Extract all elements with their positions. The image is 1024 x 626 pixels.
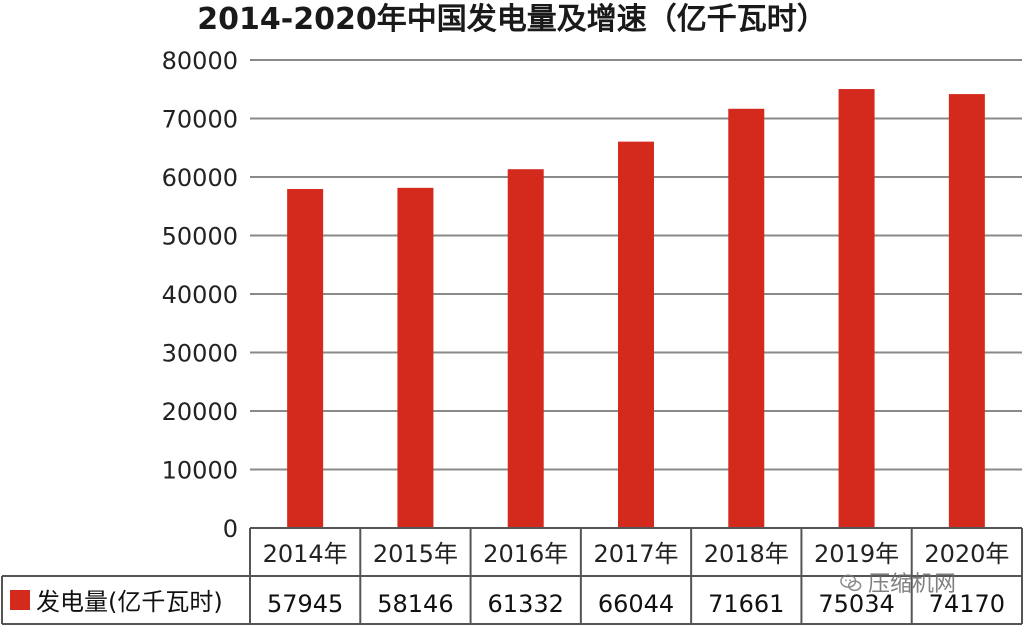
watermark-text: 压缩机网 (868, 572, 957, 597)
value-label: 58146 (377, 590, 453, 618)
bar (728, 108, 765, 529)
legend-key (10, 590, 30, 610)
y-tick-label: 70000 (162, 106, 238, 134)
y-axis-ticks: 0 10000 20000 30000 40000 50000 60000 70000 8000… (162, 47, 238, 543)
bar (948, 94, 985, 528)
chart-title: 2014-2020年中国发电量及增速（亿千瓦时） (197, 2, 827, 37)
category-label: 2014年 (263, 540, 348, 568)
y-tick-label: 30000 (162, 340, 238, 368)
y-tick-label: 40000 (162, 281, 238, 309)
category-label: 2016年 (483, 540, 568, 568)
y-tick-label: 80000 (162, 47, 238, 75)
data-table: 2014年 2015年 2016年 2017年 2018年 2019年 2020年 57945… (1, 527, 1023, 625)
wechat-icon (840, 574, 862, 592)
bars (287, 89, 985, 529)
value-label: 74170 (929, 590, 1005, 618)
category-label: 2018年 (704, 540, 789, 568)
y-tick-label: 10000 (162, 457, 238, 485)
value-label: 61332 (488, 590, 564, 618)
bar (287, 189, 324, 529)
y-tick-label: 50000 (162, 223, 238, 251)
y-tick-label: 0 (223, 515, 238, 543)
bar (507, 169, 544, 528)
value-label: 57945 (267, 590, 343, 618)
category-label: 2019年 (814, 540, 899, 568)
bar (397, 187, 434, 529)
category-label: 2015年 (373, 540, 458, 568)
y-tick-label: 60000 (162, 164, 238, 192)
bar (838, 89, 875, 529)
y-tick-label: 20000 (162, 398, 238, 426)
value-label: 75034 (818, 590, 894, 618)
value-label: 71661 (708, 590, 784, 618)
value-label: 66044 (598, 590, 674, 618)
category-label: 2017年 (593, 540, 678, 568)
series-name: 发电量(亿千瓦时) (36, 588, 223, 616)
category-label: 2020年 (924, 540, 1009, 568)
watermark: 压缩机网 (840, 566, 956, 598)
bar (618, 141, 654, 529)
